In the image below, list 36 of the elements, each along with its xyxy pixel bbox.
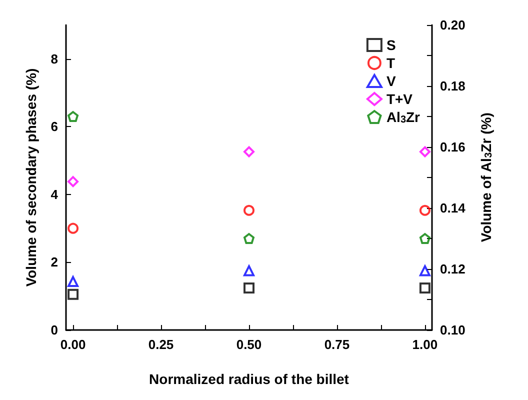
x-tick-label: 0.25 bbox=[148, 337, 174, 352]
point bbox=[419, 265, 430, 276]
point bbox=[68, 222, 79, 234]
point bbox=[244, 265, 254, 276]
point bbox=[419, 204, 430, 216]
legend-label: Al3Zr bbox=[386, 109, 421, 126]
point bbox=[68, 176, 79, 188]
y2-tick-label: 0.20 bbox=[440, 18, 466, 32]
y2-tick-label: 0.16 bbox=[440, 140, 466, 154]
point bbox=[68, 288, 79, 300]
x-tick-label: 0.50 bbox=[236, 337, 262, 352]
y-tick-label: 0 bbox=[50, 322, 58, 338]
legend-label: S bbox=[386, 37, 396, 53]
point bbox=[244, 282, 254, 294]
point bbox=[244, 146, 254, 158]
x-axis-title: Normalized radius of the billet bbox=[149, 371, 350, 387]
legend-label: T+V bbox=[386, 91, 414, 107]
legend-label: T bbox=[386, 55, 396, 71]
point bbox=[419, 146, 430, 158]
y-tick-label: 4 bbox=[50, 186, 59, 202]
x-tick-label: 1.00 bbox=[412, 337, 438, 352]
y2-tick-label: 0.12 bbox=[440, 262, 466, 276]
point bbox=[419, 282, 430, 294]
y2-axis-title: Volume of Al3Zr (%) bbox=[478, 112, 494, 242]
legend-label: V bbox=[386, 73, 396, 89]
y-tick-label: 8 bbox=[50, 51, 58, 66]
y2-tick-label: 0.18 bbox=[440, 78, 466, 94]
x-tick-label: 0.75 bbox=[324, 337, 350, 352]
y-tick-label: 6 bbox=[50, 119, 58, 134]
point bbox=[68, 276, 79, 288]
y-axis-title: Volume of secondary phases (%) bbox=[23, 68, 39, 287]
y2-tick-label: 0.10 bbox=[440, 322, 466, 338]
x-tick-label: 0.00 bbox=[60, 337, 86, 352]
point bbox=[244, 204, 254, 216]
y-tick-label: 2 bbox=[50, 254, 58, 270]
y2-tick-label: 0.14 bbox=[440, 200, 466, 216]
